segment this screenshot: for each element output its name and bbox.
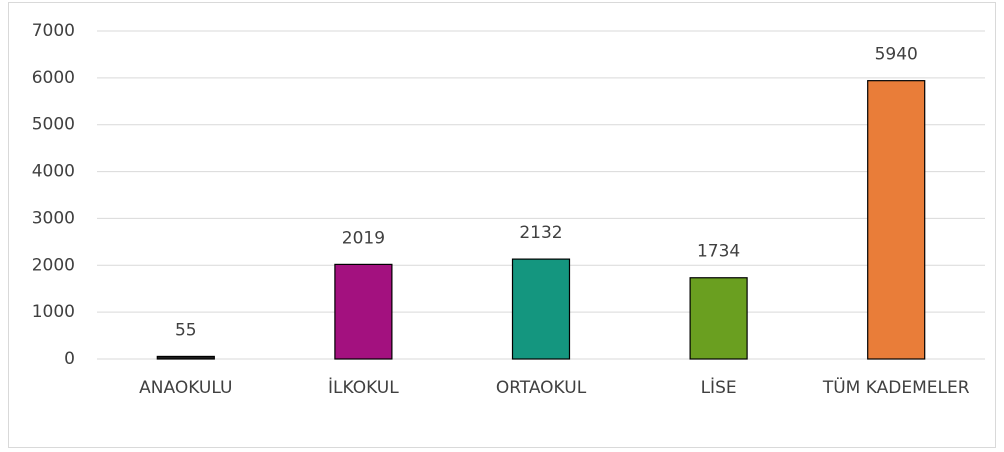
x-tick-label: TÜM KADEMELER	[822, 378, 970, 398]
x-tick-label: ANAOKULU	[139, 378, 233, 398]
bar	[689, 277, 748, 360]
y-tick-label: 4000	[32, 162, 75, 182]
x-tick-label: LİSE	[700, 378, 737, 398]
x-tick-label: ORTAOKUL	[495, 378, 587, 398]
value-label: 2132	[519, 223, 562, 243]
y-tick-label: 7000	[32, 21, 75, 41]
y-tick-label: 0	[64, 349, 75, 369]
value-label: 55	[175, 320, 197, 340]
y-tick-label: 3000	[32, 208, 75, 228]
value-label: 5940	[875, 45, 918, 65]
y-tick-label: 1000	[32, 302, 75, 322]
y-tick-label: 2000	[32, 255, 75, 275]
bar	[511, 258, 571, 360]
chart-border	[8, 2, 996, 448]
bar	[334, 263, 393, 360]
bar	[867, 80, 926, 360]
value-label: 2019	[342, 228, 385, 248]
y-tick-label: 5000	[32, 115, 75, 135]
x-tick-label: İLKOKUL	[328, 378, 399, 398]
value-label: 1734	[697, 242, 740, 262]
y-tick-label: 6000	[32, 68, 75, 88]
bar	[156, 355, 215, 360]
